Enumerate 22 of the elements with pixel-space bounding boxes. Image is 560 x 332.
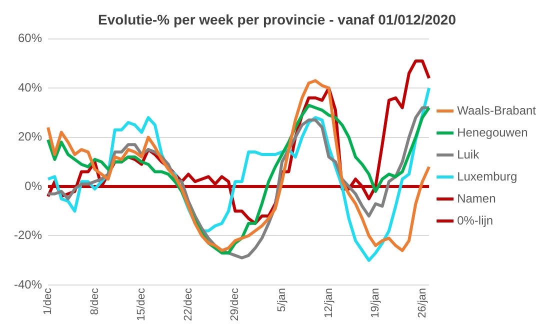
x-tick-label: 8/dec — [88, 287, 101, 315]
legend-label: Luik — [457, 147, 480, 162]
x-tick-label: 5/jan — [276, 288, 288, 312]
chart-title: Evolutie-% per week per provincie - vanaf 01/012/2020 — [98, 11, 456, 28]
y-tick-label: -40% — [14, 277, 42, 292]
x-tick-label: 1/dec — [42, 287, 54, 315]
legend-label: Luxemburg — [457, 169, 518, 184]
legend-label: Waals-Brabant — [457, 103, 537, 118]
y-tick-label: 40% — [18, 80, 42, 94]
legend-label: Namen — [457, 191, 496, 206]
x-tick-label: 26/jan — [416, 288, 428, 318]
x-tick-label: 19/jan — [370, 288, 382, 318]
y-tick-label: 60% — [18, 31, 42, 46]
y-tick-label: 0% — [24, 178, 42, 193]
x-tick-label: 15/dec — [136, 287, 148, 322]
x-tick-label: 22/dec — [182, 287, 194, 322]
legend-label: Henegouwen — [457, 125, 528, 140]
x-tick-label: 12/jan — [322, 288, 335, 318]
y-tick-label: -20% — [14, 228, 42, 242]
y-tick-label: 20% — [18, 130, 42, 144]
x-tick-label: 29/dec — [229, 287, 242, 322]
legend-label: 0%-lijn — [457, 213, 494, 228]
